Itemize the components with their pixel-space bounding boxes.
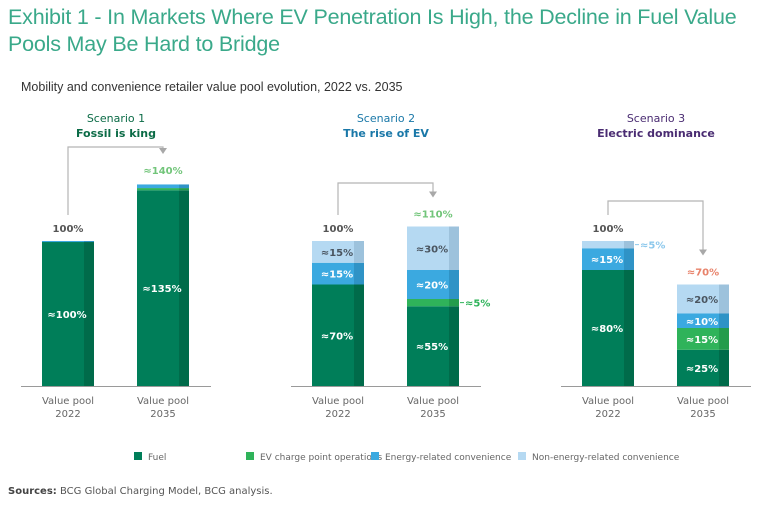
bar-segment-shade	[449, 226, 459, 270]
sources-note: Sources: BCG Global Charging Model, BCG …	[8, 486, 273, 497]
bar-total-label: 100%	[323, 224, 354, 235]
segment-label: ≈10%	[686, 317, 718, 328]
bar-segment-shade	[84, 241, 94, 243]
segment-label: ≈15%	[686, 335, 718, 346]
legend-swatch	[518, 452, 526, 460]
category-label-line2: 2035	[150, 409, 175, 420]
scenario-subtitle: The rise of EV	[343, 127, 429, 140]
bar-segment-shade	[719, 328, 729, 350]
bar-segment-shade	[624, 248, 634, 270]
category-label-line1: Value pool	[407, 396, 459, 407]
bar-segment-shade	[624, 241, 634, 249]
category-label-line2: 2022	[55, 409, 80, 420]
category-label-line1: Value pool	[42, 396, 94, 407]
segment-label: ≈15%	[591, 255, 623, 266]
arrow-down-icon	[429, 191, 437, 198]
bar-total-label: 100%	[593, 224, 624, 235]
bar-segment	[582, 248, 624, 270]
bar-segment-shade	[354, 284, 364, 386]
change-connector-line	[337, 182, 434, 215]
sources-label: Sources:	[8, 486, 57, 497]
legend-label: Fuel	[148, 453, 166, 463]
scenario-name: Scenario 1	[87, 112, 145, 125]
legend-label: Energy-related convenience	[385, 453, 512, 463]
bar-total-label: ≈70%	[687, 268, 719, 279]
bar-segment	[407, 226, 449, 270]
bar-segment-shade	[449, 306, 459, 386]
category-label-line2: 2035	[690, 409, 715, 420]
bar-segment	[677, 349, 719, 386]
bar-segment-shade	[354, 241, 364, 263]
legend-swatch	[246, 452, 254, 460]
segment-label: ≈55%	[416, 342, 448, 353]
bar-segment-shade	[624, 270, 634, 386]
bar-segment-shade	[179, 184, 189, 189]
bar-segment	[407, 270, 449, 299]
bar-total-label: 100%	[53, 224, 84, 235]
change-connector-line	[607, 200, 704, 251]
legend-label: EV charge point operations	[260, 453, 383, 463]
scenario-subtitle: Electric dominance	[597, 127, 715, 140]
category-label-line2: 2022	[325, 409, 350, 420]
category-label-line1: Value pool	[677, 396, 729, 407]
segment-label: ≈30%	[416, 244, 448, 255]
segment-label: ≈70%	[321, 331, 353, 342]
category-label-line2: 2035	[420, 409, 445, 420]
category-label-line1: Value pool	[582, 396, 634, 407]
legend-label: Non-energy-related convenience	[532, 453, 680, 463]
segment-label: ≈15%	[321, 248, 353, 259]
category-label-line1: Value pool	[137, 396, 189, 407]
bar-segment-shade	[84, 242, 94, 386]
scenario-name: Scenario 3	[627, 112, 685, 125]
segment-label: ≈15%	[321, 270, 353, 281]
bar-total-label: ≈110%	[413, 210, 452, 221]
segment-label: ≈20%	[416, 281, 448, 292]
bar-segment	[312, 241, 354, 263]
bar-segment	[42, 241, 84, 243]
bar-segment-shade	[179, 190, 189, 386]
bar-total-label: ≈140%	[143, 166, 182, 177]
bar-segment	[137, 190, 179, 386]
bar-segment-shade	[179, 188, 189, 191]
scenario-subtitle: Fossil is king	[76, 127, 156, 140]
arrow-down-icon	[699, 249, 707, 256]
bar-segment-shade	[719, 349, 729, 386]
segment-label: ≈20%	[686, 295, 718, 306]
segment-label: ≈100%	[47, 310, 86, 321]
segment-label: ≈135%	[142, 284, 181, 295]
bar-segment	[137, 184, 179, 189]
legend-swatch	[371, 452, 379, 460]
segment-label: ≈80%	[591, 324, 623, 335]
legend-swatch	[134, 452, 142, 460]
bar-segment-shade	[449, 270, 459, 299]
bar-segment	[677, 284, 719, 314]
category-label-line2: 2022	[595, 409, 620, 420]
category-label-line1: Value pool	[312, 396, 364, 407]
bar-segment	[582, 241, 624, 249]
bar-segment	[407, 306, 449, 386]
segment-label: ≈5%	[640, 241, 665, 252]
bar-segment-shade	[719, 284, 729, 314]
sources-text: BCG Global Charging Model, BCG analysis.	[56, 486, 273, 497]
bar-segment	[677, 313, 719, 328]
arrow-down-icon	[159, 148, 167, 154]
scenario-name: Scenario 2	[357, 112, 415, 125]
bar-segment	[677, 328, 719, 350]
segment-label: ≈5%	[465, 299, 490, 310]
bar-segment	[582, 270, 624, 386]
bar-segment-shade	[719, 313, 729, 328]
bar-segment	[312, 284, 354, 386]
chart-subtitle: Mobility and convenience retailer value …	[21, 80, 403, 94]
exhibit-title: Exhibit 1 - In Markets Where EV Penetrat…	[8, 5, 737, 56]
bar-segment	[312, 262, 354, 285]
bar-segment	[407, 299, 449, 307]
bar-segment	[42, 242, 84, 386]
segment-label: ≈25%	[686, 364, 718, 375]
bar-segment-shade	[449, 299, 459, 307]
bar-segment-shade	[354, 262, 364, 285]
bar-segment	[137, 188, 179, 191]
